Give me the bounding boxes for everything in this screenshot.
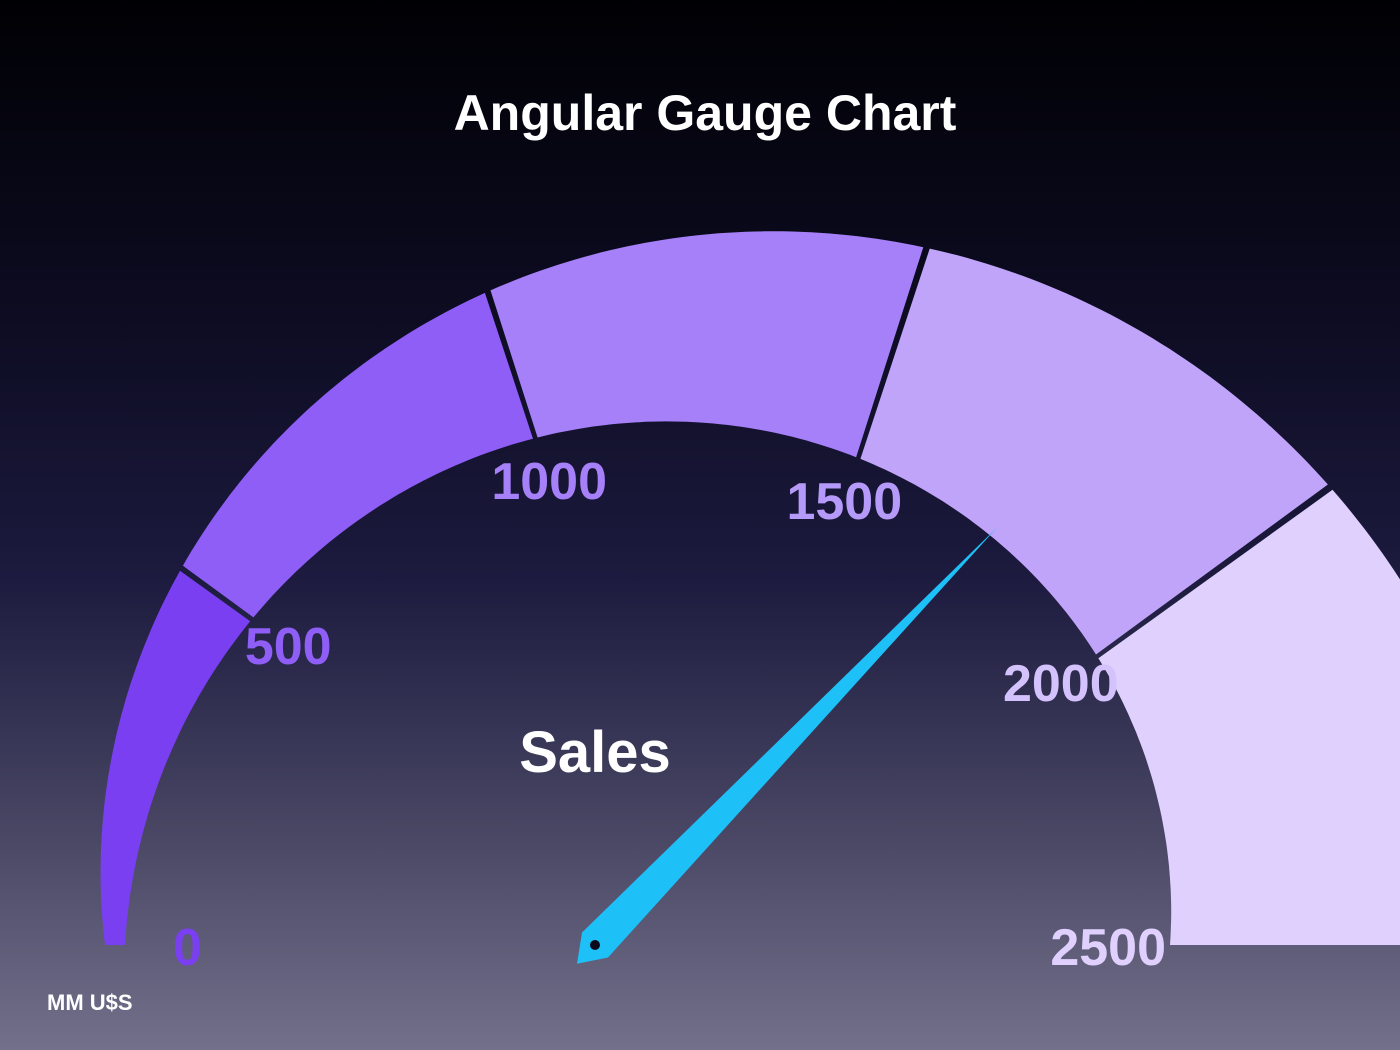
tick-label-0: 0 (173, 919, 202, 977)
tick-label-500: 500 (245, 618, 332, 676)
needle-pointer (577, 527, 998, 964)
gauge-band-1000-1500 (490, 231, 924, 458)
gauge-band-500-1000 (182, 292, 533, 618)
chart-title: Angular Gauge Chart (454, 85, 957, 141)
tick-label-1500: 1500 (786, 473, 902, 531)
needle-pivot (590, 940, 600, 950)
gauge-bands (100, 231, 1400, 945)
gauge-label: Sales (519, 720, 671, 785)
gauge-band-2000-2500 (1098, 489, 1400, 945)
gauge-tick-labels: 0 500 1000 1500 2000 2500 (173, 453, 1166, 977)
gauge-band-0-500 (100, 570, 251, 945)
gauge-band-1500-2000 (860, 248, 1328, 655)
tick-label-2500: 2500 (1050, 919, 1166, 977)
gauge-needle (577, 527, 998, 964)
tick-label-1000: 1000 (491, 453, 607, 511)
tick-label-2000: 2000 (1003, 655, 1119, 713)
unit-label: MM U$S (47, 990, 133, 1015)
